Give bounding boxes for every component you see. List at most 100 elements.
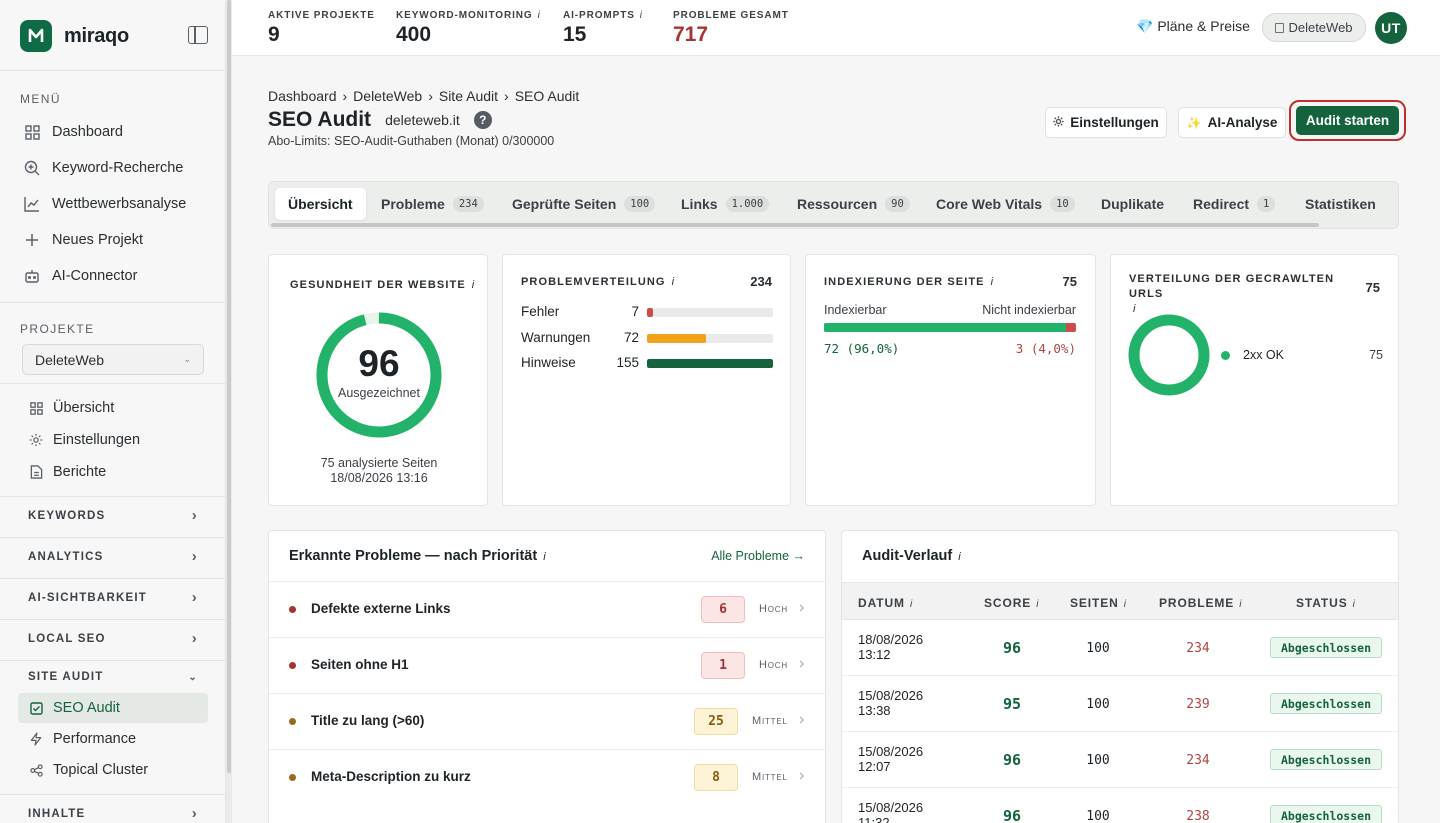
problem-row[interactable]: Meta-Description zu kurz 8 Mittel ›: [269, 749, 825, 805]
workspace-label: DeleteWeb: [1288, 20, 1353, 35]
tab-bar: Übersicht Probleme 234 Geprüfte Seiten 100…: [268, 181, 1399, 229]
group-keywords[interactable]: KEYWORDS ›: [28, 507, 198, 524]
table-row[interactable]: 15/08/2026 13:38 95 100 239 Abgeschlossen: [842, 676, 1398, 732]
group-analytics[interactable]: ANALYTICS ›: [28, 548, 198, 565]
info-icon[interactable]: i: [1123, 599, 1127, 610]
workspace-button[interactable]: DeleteWeb: [1262, 13, 1366, 42]
card-title: Erkannte Probleme — nach Priorität i: [289, 548, 546, 564]
tab-statistiken[interactable]: Statistiken: [1305, 188, 1376, 220]
distribution-label: Warnungen: [521, 330, 591, 345]
column-header-probleme[interactable]: PROBLEME i: [1159, 596, 1242, 610]
active-highlight: [18, 693, 208, 723]
table-row[interactable]: 18/08/2026 13:12 96 100 234 Abgeschlossen: [842, 620, 1398, 676]
column-header-seiten[interactable]: SEITEN i: [1070, 596, 1127, 610]
table-row[interactable]: 15/08/2026 12:07 96 100 234 Abgeschlossen: [842, 732, 1398, 788]
tab-label: Ressourcen: [797, 196, 878, 212]
group-ai-sichtbarkeit[interactable]: AI-SICHTBARKEIT ›: [28, 589, 198, 606]
group-site-audit[interactable]: SITE AUDIT ⌄: [28, 671, 198, 683]
tab-label: Core Web Vitals: [936, 196, 1043, 212]
all-problems-link[interactable]: Alle Probleme →: [711, 549, 805, 563]
grid-icon: [24, 124, 40, 140]
info-icon[interactable]: i: [1239, 599, 1243, 610]
problem-row[interactable]: Title zu lang (>60) 25 Mittel ›: [269, 693, 825, 749]
help-icon[interactable]: ?: [473, 111, 492, 129]
chevron-right-icon: ›: [799, 655, 805, 672]
tab-probleme[interactable]: Probleme 234: [381, 188, 484, 220]
logo-mark-icon: [20, 20, 52, 52]
audit-score: 96: [1002, 807, 1022, 823]
legend-label: 2xx OK: [1243, 348, 1284, 362]
info-icon[interactable]: i: [909, 599, 914, 610]
avatar[interactable]: UT: [1375, 12, 1407, 44]
column-header-score[interactable]: SCORE i: [984, 596, 1039, 610]
health-card: GESUNDHEIT DER WEBSITE i 96 Ausgezeichnet…: [268, 254, 488, 506]
chevron-right-icon: ›: [191, 805, 198, 822]
column-header-status[interactable]: STATUS i: [1296, 596, 1356, 610]
nav-item-wettbewerbsanalyse[interactable]: Wettbewerbsanalyse: [24, 192, 186, 216]
project-item-uebersicht[interactable]: Übersicht: [28, 397, 114, 419]
breadcrumb-item[interactable]: DeleteWeb: [353, 88, 423, 104]
problem-row[interactable]: Defekte externe Links 6 Hoch ›: [269, 581, 825, 637]
scrollbar-thumb[interactable]: [227, 0, 231, 773]
site-audit-item-performance[interactable]: Performance: [28, 728, 136, 750]
nav-item-label: AI-Connector: [52, 268, 138, 284]
site-audit-item-seo-audit[interactable]: SEO Audit: [28, 697, 120, 719]
tab-redirect[interactable]: Redirect 1: [1193, 188, 1276, 220]
info-icon[interactable]: i: [671, 276, 676, 288]
audit-score: 96: [1002, 751, 1022, 769]
chevron-right-icon: ›: [799, 711, 805, 728]
info-icon[interactable]: i: [543, 551, 546, 563]
project-item-label: Einstellungen: [53, 432, 141, 448]
chevron-right-icon: ›: [191, 630, 198, 647]
tab-links[interactable]: Links 1.000: [681, 188, 770, 220]
info-icon[interactable]: i: [990, 276, 995, 288]
breadcrumb-item[interactable]: Dashboard: [268, 88, 337, 104]
tab-ressourcen[interactable]: Ressourcen 90: [797, 188, 910, 220]
info-icon[interactable]: i: [1133, 303, 1137, 315]
nav-item-dashboard[interactable]: Dashboard: [24, 120, 123, 144]
tab-gepruefte-seiten[interactable]: Geprüfte Seiten 100: [512, 188, 656, 220]
plans-link[interactable]: 💎 Pläne & Preise: [1136, 18, 1250, 34]
column-header-datum[interactable]: DATUM i: [858, 596, 913, 610]
table-row[interactable]: 15/08/2026 11:32 96 100 238 Abgeschlossen: [842, 788, 1398, 823]
project-item-berichte[interactable]: Berichte: [28, 461, 106, 483]
card-title: GESUNDHEIT DER WEBSITE i: [290, 279, 475, 291]
nav-item-ai-connector[interactable]: AI-Connector: [24, 264, 137, 288]
column-header-label: STATUS: [1296, 596, 1348, 610]
indexing-labels: Indexierbar Nicht indexierbar: [824, 303, 1076, 317]
nav-item-keyword-recherche[interactable]: Keyword-Recherche: [24, 156, 183, 180]
indexable-label: Indexierbar: [824, 303, 887, 317]
priority-dot: [289, 718, 296, 725]
project-item-einstellungen[interactable]: Einstellungen: [28, 429, 140, 451]
breadcrumb-item: SEO Audit: [514, 88, 580, 104]
logo[interactable]: miraqo: [20, 20, 129, 52]
sidebar-toggle-icon[interactable]: [188, 26, 208, 44]
settings-button[interactable]: Einstellungen: [1045, 107, 1167, 138]
sidebar-scrollbar[interactable]: [226, 0, 232, 823]
tab-scrollbar[interactable]: [271, 223, 1319, 227]
audit-problems: 238: [1186, 809, 1210, 823]
project-select[interactable]: DeleteWeb ⌄: [22, 344, 204, 375]
tab-uebersicht[interactable]: Übersicht: [275, 188, 366, 220]
site-audit-item-topical-cluster[interactable]: Topical Cluster: [28, 759, 148, 781]
page-title: SEO Audit: [268, 108, 372, 131]
tab-label: Probleme: [381, 196, 445, 212]
group-label: ANALYTICS: [28, 550, 104, 563]
nav-item-neues-projekt[interactable]: Neues Projekt: [24, 228, 143, 252]
info-icon[interactable]: i: [1036, 599, 1040, 610]
group-inhalte[interactable]: INHALTE ›: [28, 805, 198, 822]
breadcrumb-item[interactable]: Site Audit: [438, 88, 499, 104]
info-icon[interactable]: i: [958, 551, 961, 563]
info-icon[interactable]: i: [471, 279, 476, 291]
group-local-seo[interactable]: LOCAL SEO ›: [28, 630, 198, 647]
ai-analysis-button[interactable]: ✨ AI-Analyse: [1178, 107, 1286, 138]
tab-duplikate[interactable]: Duplikate: [1101, 188, 1164, 220]
problem-row[interactable]: Seiten ohne H1 1 Hoch ›: [269, 637, 825, 693]
info-icon[interactable]: i: [639, 10, 643, 21]
info-icon[interactable]: i: [1352, 599, 1356, 610]
start-audit-button[interactable]: Audit starten: [1296, 106, 1399, 135]
priority-label: Mittel: [752, 715, 788, 727]
info-icon[interactable]: i: [537, 10, 541, 21]
tab-count: 100: [624, 196, 656, 212]
tab-core-web-vitals[interactable]: Core Web Vitals 10: [936, 188, 1075, 220]
